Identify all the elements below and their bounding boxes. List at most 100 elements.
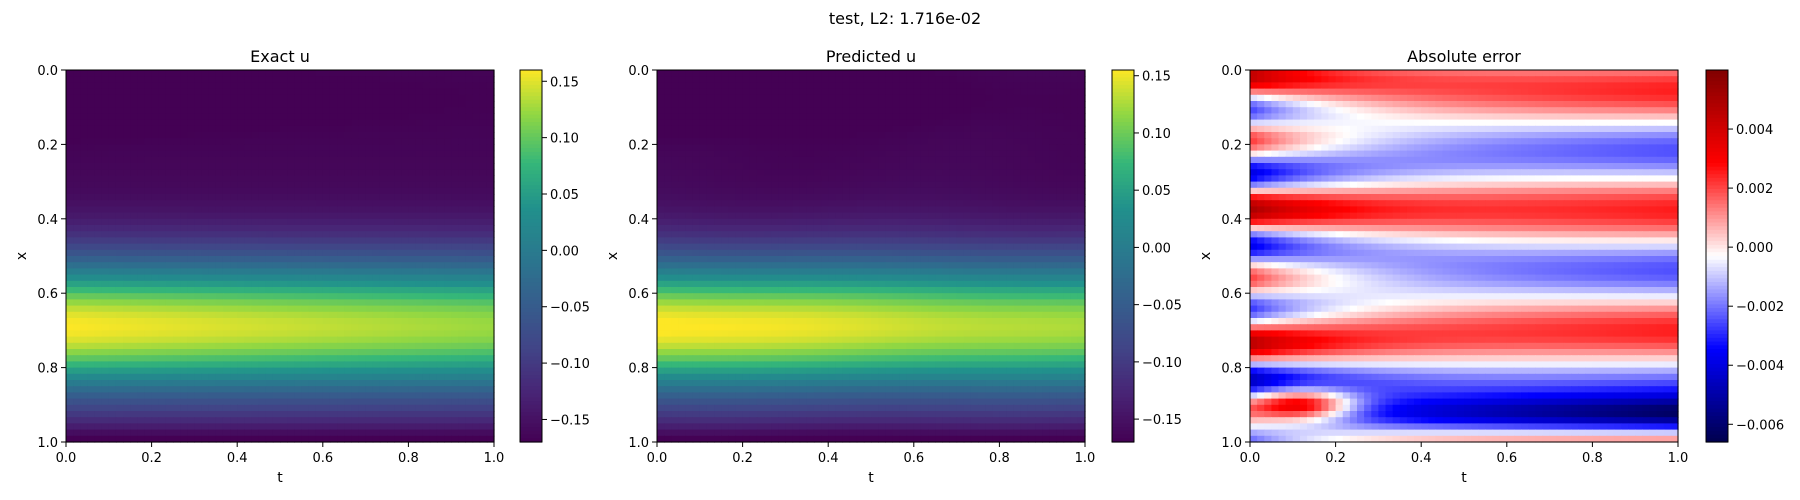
heatmap-cell [258, 169, 267, 176]
heatmap-cell [963, 125, 972, 133]
heatmap-cell [173, 218, 181, 226]
heatmap-cell [458, 231, 467, 238]
heatmap-cell [479, 274, 488, 282]
heatmap-cell [458, 101, 467, 108]
heatmap-cell [1027, 138, 1036, 145]
colorbar-tick-label: −0.05 [550, 301, 590, 316]
heatmap-cell [451, 76, 459, 83]
heatmap-cell [835, 76, 844, 83]
heatmap-cell [429, 318, 438, 325]
heatmap-cell [294, 256, 302, 263]
heatmap-cell [999, 119, 1008, 127]
heatmap-cell [813, 125, 822, 133]
heatmap-cell [486, 212, 495, 220]
heatmap-cell [294, 293, 302, 300]
heatmap-cell [479, 175, 488, 183]
heatmap-cell [144, 132, 153, 139]
heatmap-cell [472, 324, 481, 331]
heatmap-cell [706, 132, 715, 139]
heatmap-cell [422, 181, 431, 189]
heatmap-cell [308, 70, 317, 77]
heatmap-cell [294, 373, 302, 381]
heatmap-cell [301, 212, 310, 220]
heatmap-cell [878, 94, 886, 102]
heatmap-cell [123, 349, 131, 356]
heatmap-cell [244, 218, 253, 226]
heatmap-cell [101, 392, 110, 400]
heatmap-cell [66, 386, 74, 393]
heatmap-cell [80, 274, 88, 282]
heatmap-cell [756, 107, 765, 114]
heatmap-cell [287, 367, 295, 375]
heatmap-cell [272, 70, 281, 77]
heatmap-cell [365, 386, 374, 393]
heatmap-cell [66, 200, 74, 207]
heatmap-cell [372, 417, 381, 424]
heatmap-cell [863, 138, 872, 145]
heatmap-cell [465, 76, 474, 83]
heatmap-cell [1027, 119, 1036, 127]
heatmap-cell [706, 194, 715, 201]
heatmap-cell [123, 262, 131, 269]
heatmap-cell [329, 398, 338, 406]
heatmap-cell [208, 156, 217, 164]
heatmap-cell [1063, 101, 1072, 108]
heatmap-cell [280, 380, 288, 387]
heatmap-cell [130, 169, 138, 176]
heatmap-cell [215, 169, 224, 176]
heatmap-cell [458, 318, 467, 325]
heatmap-cell [130, 212, 138, 220]
heatmap-cell [970, 181, 979, 189]
heatmap-cell [287, 76, 295, 83]
heatmap-cell [173, 169, 181, 176]
heatmap-cell [173, 268, 181, 276]
heatmap-cell [265, 101, 274, 108]
heatmap-cell [379, 373, 388, 381]
heatmap-cell [358, 262, 367, 269]
heatmap-cell [165, 70, 174, 77]
heatmap-cell [1006, 88, 1015, 96]
heatmap-cell [329, 163, 338, 170]
heatmap-cell [272, 336, 281, 344]
heatmap-cell [479, 169, 488, 176]
heatmap-cell [408, 163, 417, 170]
heatmap-cell [935, 150, 943, 158]
heatmap-cell [66, 169, 74, 176]
heatmap-cell [208, 150, 217, 158]
heatmap-cell [451, 411, 459, 418]
heatmap-cell [415, 342, 424, 350]
heatmap-cell [251, 417, 260, 424]
heatmap-cell [194, 231, 203, 238]
heatmap-cell [465, 324, 474, 331]
heatmap-cell [871, 88, 879, 96]
heatmap-cell [358, 94, 367, 102]
heatmap-cell [66, 361, 74, 369]
heatmap-cell [237, 169, 245, 176]
heatmap-cell [856, 175, 865, 183]
heatmap-cell [80, 305, 88, 313]
heatmap-cell [287, 287, 295, 294]
heatmap-cell [80, 268, 88, 276]
heatmap-cell [379, 206, 388, 214]
heatmap-cell [123, 200, 131, 207]
heatmap-cell [415, 256, 424, 263]
heatmap-cell [301, 349, 310, 356]
heatmap-cell [657, 76, 665, 83]
heatmap-cell [1027, 163, 1036, 170]
heatmap-cell [372, 150, 381, 158]
heatmap-cell [94, 150, 103, 158]
heatmap-cell [806, 144, 815, 152]
heatmap-cell [222, 70, 231, 77]
heatmap-cell [422, 237, 431, 245]
heatmap-cell [337, 144, 345, 152]
heatmap-cell [180, 218, 188, 226]
heatmap-cell [379, 212, 388, 220]
heatmap-cell [913, 175, 922, 183]
heatmap-cell [401, 231, 409, 238]
heatmap-cell [244, 417, 253, 424]
heatmap-cell [422, 318, 431, 325]
heatmap-cell [137, 249, 146, 257]
heatmap-cell [301, 94, 310, 102]
heatmap-cell [187, 299, 195, 307]
heatmap-cell [280, 274, 288, 282]
